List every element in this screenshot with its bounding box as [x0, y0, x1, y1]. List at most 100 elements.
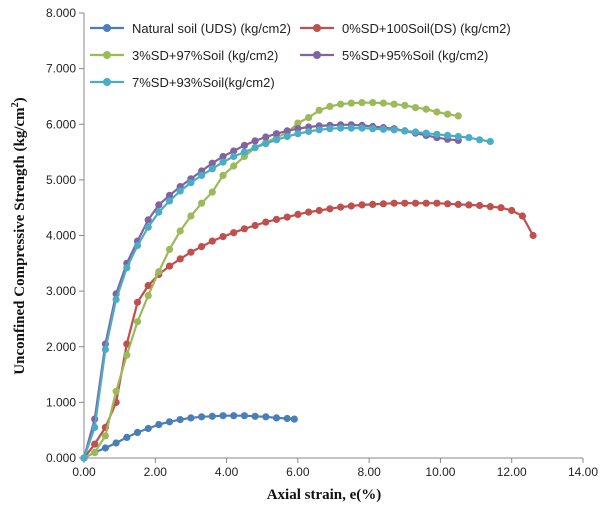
data-point	[305, 114, 313, 122]
data-point	[187, 179, 195, 187]
data-point	[262, 413, 270, 421]
x-tick-label: 6.00	[286, 465, 310, 479]
data-point	[208, 237, 216, 245]
data-point	[422, 105, 430, 113]
data-point	[230, 162, 238, 170]
data-point	[358, 99, 366, 107]
data-point	[272, 130, 281, 138]
data-point	[347, 202, 355, 210]
data-point	[219, 152, 227, 161]
series-4	[80, 121, 462, 462]
data-point	[465, 134, 473, 142]
data-point	[208, 165, 216, 173]
data-point	[358, 124, 366, 132]
legend-entry: 5%SD+95%Soil (kg/cm2)	[300, 48, 488, 63]
data-point	[379, 99, 387, 107]
x-axis-title: Axial strain, e(%)	[267, 487, 382, 503]
legend-entry: 3%SD+97%Soil (kg/cm2)	[90, 48, 278, 63]
data-point	[187, 414, 195, 422]
data-point	[305, 208, 313, 216]
data-point	[518, 212, 527, 220]
legend-swatch-marker	[103, 24, 111, 32]
data-point	[165, 245, 174, 253]
data-point	[144, 223, 152, 231]
data-point	[272, 414, 281, 422]
legend-swatch-marker	[313, 51, 321, 59]
data-point	[433, 130, 441, 138]
data-point	[165, 262, 174, 270]
data-point	[444, 200, 452, 208]
data-point	[123, 264, 131, 272]
data-point	[176, 255, 184, 263]
plot-axes: 0.00 2.00 4.00 6.00 8.00 10.00 12.00 14.00 0.000…	[46, 6, 598, 479]
x-tick-label: 0.00	[72, 465, 96, 479]
y-tick-label: 2.000	[46, 340, 76, 354]
data-point	[176, 227, 184, 235]
data-point	[262, 218, 270, 226]
legend-swatch-marker	[103, 51, 111, 59]
data-point	[454, 112, 462, 120]
data-point	[219, 158, 227, 166]
legend-entry: Natural soil (UDS) (kg/cm2)	[90, 21, 291, 36]
data-point	[272, 215, 281, 223]
data-point	[208, 188, 216, 196]
series-2	[80, 199, 537, 462]
data-point	[155, 268, 163, 276]
data-point	[294, 119, 302, 127]
series-layer	[80, 99, 537, 462]
y-axis-title-main: Unconfined Compressive Strength (kg/cm	[12, 107, 28, 375]
data-point	[123, 433, 131, 441]
data-point	[198, 171, 206, 179]
data-point	[411, 199, 420, 207]
data-point	[80, 454, 88, 462]
data-point	[262, 133, 270, 141]
data-point	[422, 129, 430, 137]
data-point	[91, 423, 99, 431]
data-point	[187, 212, 195, 220]
data-point	[347, 99, 355, 107]
y-tick-label: 8.000	[46, 6, 76, 20]
data-point	[262, 140, 270, 148]
legend-label: 5%SD+95%Soil (kg/cm2)	[342, 48, 488, 63]
data-point	[369, 125, 377, 133]
data-point	[165, 197, 174, 205]
legend-label: 3%SD+97%Soil (kg/cm2)	[132, 48, 278, 63]
legend-label: 0%SD+100Soil(DS) (kg/cm2)	[342, 21, 511, 36]
data-point	[315, 106, 323, 114]
data-point	[315, 126, 323, 134]
data-point	[133, 298, 142, 306]
data-point	[240, 148, 248, 156]
data-point	[290, 415, 298, 423]
data-point	[187, 248, 195, 256]
data-point	[133, 318, 142, 326]
data-point	[486, 137, 494, 146]
data-point	[294, 125, 302, 133]
data-point	[219, 233, 227, 241]
y-tick-label: 0.000	[46, 451, 76, 465]
data-point	[176, 416, 184, 424]
data-point	[230, 152, 238, 161]
series-line	[83, 101, 459, 459]
data-point	[294, 130, 302, 138]
data-point	[144, 216, 152, 224]
data-point	[101, 432, 109, 440]
data-point	[369, 99, 377, 107]
data-point	[337, 203, 345, 211]
x-tick-label: 2.00	[144, 465, 168, 479]
data-point	[433, 199, 441, 207]
data-point	[144, 282, 152, 290]
y-tick-label: 4.000	[46, 229, 76, 243]
data-point	[144, 424, 152, 433]
x-tick-label: 8.00	[357, 465, 381, 479]
data-point	[91, 440, 99, 448]
data-point	[112, 439, 120, 447]
y-tick-label: 6.000	[46, 117, 76, 131]
data-point	[240, 412, 248, 420]
data-point	[155, 421, 163, 429]
x-tick-label: 4.00	[215, 465, 239, 479]
data-point	[283, 132, 291, 141]
data-point	[230, 147, 238, 155]
data-point	[486, 203, 494, 211]
legend: Natural soil (UDS) (kg/cm2) 0%SD+100Soil(…	[90, 21, 511, 90]
